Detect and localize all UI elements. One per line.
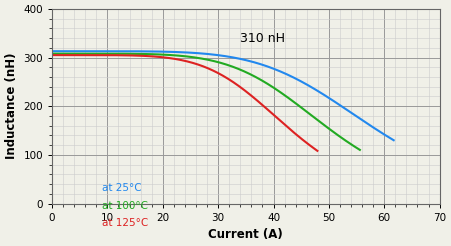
at 25°C — [253, 61, 258, 64]
Text: 310 nH: 310 nH — [240, 31, 285, 45]
at 125°C — [78, 54, 83, 57]
at 100°C — [328, 129, 334, 132]
at 100°C — [189, 56, 194, 59]
at 25°C — [343, 107, 348, 110]
at 25°C — [100, 50, 106, 53]
Line: at 125°C: at 125°C — [52, 55, 318, 151]
Y-axis label: Inductance (nH): Inductance (nH) — [5, 53, 18, 159]
at 25°C — [203, 52, 208, 55]
at 125°C — [192, 62, 197, 65]
at 125°C — [49, 54, 55, 57]
Text: at 25°C: at 25°C — [102, 183, 142, 193]
at 125°C — [315, 149, 320, 152]
at 100°C — [357, 148, 363, 151]
at 25°C — [391, 139, 396, 142]
at 125°C — [225, 77, 230, 80]
Text: at 125°C: at 125°C — [102, 218, 149, 228]
at 100°C — [49, 52, 55, 55]
X-axis label: Current (A): Current (A) — [208, 228, 283, 241]
Line: at 100°C: at 100°C — [52, 54, 360, 150]
Text: at 100°C: at 100°C — [102, 200, 148, 211]
at 25°C — [49, 50, 55, 53]
at 100°C — [311, 115, 316, 118]
at 25°C — [103, 50, 108, 53]
at 100°C — [221, 62, 226, 65]
at 125°C — [307, 144, 312, 147]
Line: at 25°C: at 25°C — [52, 51, 394, 140]
at 100°C — [120, 52, 125, 55]
at 25°C — [165, 50, 170, 53]
at 100°C — [89, 52, 95, 55]
at 125°C — [54, 54, 60, 57]
at 125°C — [271, 113, 276, 116]
